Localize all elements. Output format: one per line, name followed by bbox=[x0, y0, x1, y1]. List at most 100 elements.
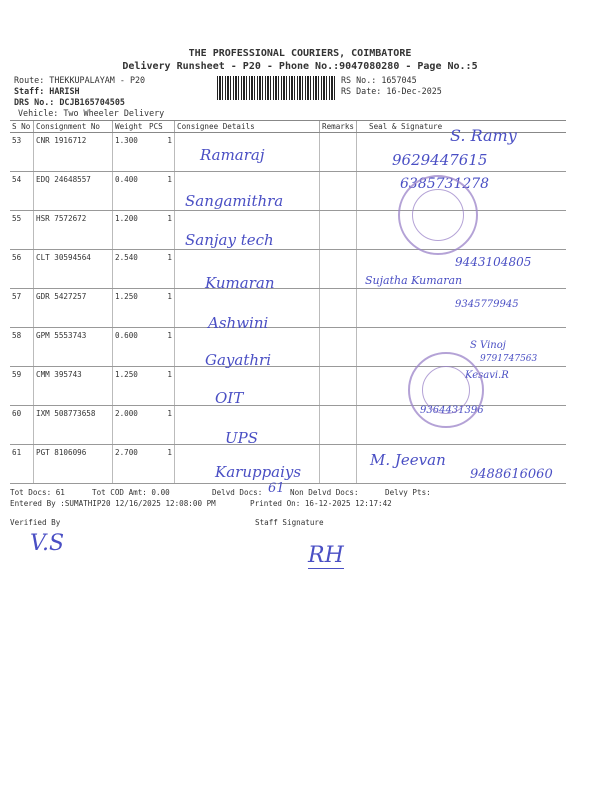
institute-stamp bbox=[408, 352, 484, 428]
consignment-cell: CMM 395743 bbox=[33, 366, 113, 406]
pcs-cell: 1 bbox=[147, 444, 175, 484]
sno-cell: 53 bbox=[10, 132, 34, 172]
table-row: 59 CMM 395743 1.250 1 bbox=[10, 366, 567, 406]
table-row: 53 CNR 1916712 1.300 1 bbox=[10, 132, 567, 172]
consignment-cell: GDR 5427257 bbox=[33, 288, 113, 328]
col-pcs: PCS bbox=[147, 120, 175, 133]
remarks-cell bbox=[318, 210, 357, 250]
remarks-cell bbox=[318, 366, 357, 406]
pcs-cell: 1 bbox=[147, 366, 175, 406]
consignment-cell: CNR 1916712 bbox=[33, 132, 113, 172]
table-row: 55 HSR 7572672 1.200 1 bbox=[10, 210, 567, 250]
seal-cell bbox=[356, 288, 567, 328]
company-title: THE PROFESSIONAL COURIERS, COIMBATORE bbox=[188, 48, 412, 59]
table-row: 57 GDR 5427257 1.250 1 bbox=[10, 288, 567, 328]
weight-cell: 2.700 bbox=[112, 444, 147, 484]
seal-cell bbox=[356, 444, 567, 484]
col-consignee: Consignee Details bbox=[174, 120, 320, 133]
staff: Staff: HARISH bbox=[14, 86, 80, 96]
consignee-handwritten-name: UPS bbox=[225, 429, 259, 447]
staff-signature-label: Staff Signature bbox=[255, 518, 324, 527]
handwritten-signature: Sujatha Kumaran bbox=[365, 274, 463, 287]
pcs-cell: 1 bbox=[147, 210, 175, 250]
consignee-handwritten-name: Ashwini bbox=[208, 314, 269, 332]
non-delvd-docs: Non Delvd Docs: bbox=[290, 488, 359, 497]
delvd-docs: Delvd Docs: bbox=[212, 488, 263, 497]
runsheet-subtitle: Delivery Runsheet - P20 - Phone No.:9047… bbox=[122, 61, 478, 72]
pcs-cell: 1 bbox=[147, 132, 175, 172]
printed-on: Printed On: 16-12-2025 12:17:42 bbox=[250, 499, 392, 508]
handwritten-signature: M. Jeevan bbox=[370, 451, 446, 469]
remarks-cell bbox=[318, 288, 357, 328]
remarks-cell bbox=[318, 444, 357, 484]
pcs-cell: 1 bbox=[147, 288, 175, 328]
seal-cell bbox=[356, 249, 567, 289]
handwritten-signature: 9791747563 bbox=[480, 354, 538, 364]
consignment-cell: EDQ 24648557 bbox=[33, 171, 113, 211]
remarks-cell bbox=[318, 132, 357, 172]
weight-cell: 0.400 bbox=[112, 171, 147, 211]
delvy-pts: Delvy Pts: bbox=[385, 488, 431, 497]
consignee-handwritten-name: Sangamithra bbox=[185, 192, 284, 210]
consignee-handwritten-name: OIT bbox=[215, 389, 244, 407]
consignment-cell: IXM 508773658 bbox=[33, 405, 113, 445]
consignee-cell bbox=[174, 210, 320, 250]
consignee-cell bbox=[174, 249, 320, 289]
pcs-cell: 1 bbox=[147, 327, 175, 367]
consignee-cell bbox=[174, 171, 320, 211]
tot-cod: Tot COD Amt: 0.00 bbox=[92, 488, 170, 497]
barcode bbox=[217, 76, 337, 100]
consignee-cell bbox=[174, 327, 320, 367]
handwritten-signature: 9488616060 bbox=[470, 467, 553, 482]
staff-signature: RH bbox=[308, 543, 344, 570]
pcs-cell: 1 bbox=[147, 171, 175, 211]
consignee-cell bbox=[174, 405, 320, 445]
rs-no: RS No.: 1657045 bbox=[341, 75, 417, 85]
consignee-handwritten-name: Gayathri bbox=[205, 351, 271, 369]
verified-signature: V.S bbox=[30, 531, 65, 556]
sno-cell: 58 bbox=[10, 327, 34, 367]
consignment-cell: GPM 5553743 bbox=[33, 327, 113, 367]
sno-cell: 55 bbox=[10, 210, 34, 250]
weight-cell: 1.250 bbox=[112, 366, 147, 406]
sno-cell: 57 bbox=[10, 288, 34, 328]
handwritten-signature: Kesavi.R bbox=[465, 370, 509, 381]
consignment-cell: PGT 8106096 bbox=[33, 444, 113, 484]
weight-cell: 1.250 bbox=[112, 288, 147, 328]
vehicle: Vehicle: Two Wheeler Delivery bbox=[18, 108, 165, 118]
drs-no: DRS No.: DCJB165704505 bbox=[14, 97, 125, 107]
sno-cell: 61 bbox=[10, 444, 34, 484]
sno-cell: 56 bbox=[10, 249, 34, 289]
handwritten-signature: 9629447615 bbox=[392, 151, 488, 169]
entered-by: Entered By :SUMATHIP20 12/16/2025 12:08:… bbox=[10, 499, 216, 508]
route: Route: THEKKUPALAYAM - P20 bbox=[14, 75, 146, 85]
handwritten-signature: 9345779945 bbox=[455, 299, 519, 310]
pcs-cell: 1 bbox=[147, 405, 175, 445]
runsheet-table: S No Consignment No Weight PCS Consignee… bbox=[10, 120, 567, 484]
weight-cell: 2.000 bbox=[112, 405, 147, 445]
consignee-cell bbox=[174, 132, 320, 172]
sno-cell: 60 bbox=[10, 405, 34, 445]
consignment-cell: CLT 30594564 bbox=[33, 249, 113, 289]
pcs-cell: 1 bbox=[147, 249, 175, 289]
table-row: 61 PGT 8106096 2.700 1 bbox=[10, 444, 567, 484]
col-seal: Seal & Signature bbox=[356, 120, 567, 133]
company-stamp bbox=[398, 175, 478, 255]
consignee-handwritten-name: Karuppaiys bbox=[215, 463, 302, 481]
weight-cell: 2.540 bbox=[112, 249, 147, 289]
weight-cell: 1.200 bbox=[112, 210, 147, 250]
seal-cell bbox=[356, 132, 567, 172]
handwritten-signature: S Vinoj bbox=[470, 340, 506, 351]
table-row: 56 CLT 30594564 2.540 1 bbox=[10, 249, 567, 289]
remarks-cell bbox=[318, 327, 357, 367]
consignee-handwritten-name: Ramaraj bbox=[200, 146, 265, 164]
col-sno: S No bbox=[10, 120, 34, 133]
consignee-handwritten-name: Kumaran bbox=[205, 274, 275, 292]
table-row: 60 IXM 508773658 2.000 1 bbox=[10, 405, 567, 445]
sno-cell: 59 bbox=[10, 366, 34, 406]
remarks-cell bbox=[318, 405, 357, 445]
delivered-count-handwritten: 61 bbox=[268, 481, 285, 496]
handwritten-signature: 9443104805 bbox=[455, 255, 532, 269]
weight-cell: 1.300 bbox=[112, 132, 147, 172]
consignee-cell bbox=[174, 366, 320, 406]
